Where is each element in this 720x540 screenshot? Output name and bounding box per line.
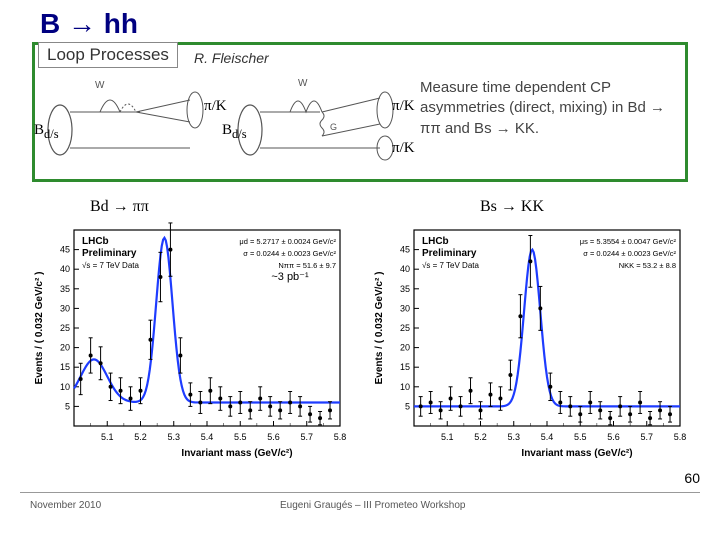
svg-text:~3 pb⁻¹: ~3 pb⁻¹ [271, 271, 309, 283]
svg-text:35: 35 [400, 284, 410, 294]
svg-text:σ = 0.0244 ± 0.0023 GeV/c²: σ = 0.0244 ± 0.0023 GeV/c² [243, 249, 336, 258]
feyn-pik1: π/K [204, 98, 227, 115]
svg-text:√s = 7 TeV Data: √s = 7 TeV Data [82, 261, 139, 270]
svg-text:G: G [330, 122, 337, 132]
svg-text:Invariant mass (GeV/c²): Invariant mass (GeV/c²) [181, 448, 292, 459]
svg-text:Nππ = 51.6 ± 9.7: Nππ = 51.6 ± 9.7 [278, 261, 336, 270]
svg-text:√s = 7 TeV Data: √s = 7 TeV Data [422, 261, 479, 270]
feynman-diagrams: W W G Bd/s π/K Bd/s π/K π/K [40, 70, 410, 175]
svg-text:W: W [298, 78, 308, 89]
svg-text:5.2: 5.2 [134, 432, 147, 442]
slide-title: B → hh [40, 8, 138, 40]
chart-right: 5.1 5.2 5.3 5.4 5.5 5.6 5.7 5.8 5 10 15 20 25 30 35 40 4… [370, 220, 690, 460]
svg-text:5.7: 5.7 [300, 432, 313, 442]
svg-text:40: 40 [60, 264, 70, 274]
svg-text:15: 15 [60, 362, 70, 372]
svg-text:5.2: 5.2 [474, 432, 487, 442]
feyn-pik2b: π/K [392, 140, 415, 157]
svg-text:10: 10 [400, 382, 410, 392]
svg-text:5.4: 5.4 [201, 432, 214, 442]
svg-text:45: 45 [400, 245, 410, 255]
svg-text:5.8: 5.8 [334, 432, 347, 442]
chart-right-title: Bs → KK [480, 198, 544, 216]
chart-left-title: Bd → ππ [90, 198, 149, 216]
svg-text:10: 10 [60, 382, 70, 392]
footer-author: Eugeni Graugés – III Prometeo Workshop [280, 500, 465, 511]
svg-text:15: 15 [400, 362, 410, 372]
svg-text:NKK = 53.2 ± 8.8: NKK = 53.2 ± 8.8 [619, 261, 676, 270]
feyn-pik2a: π/K [392, 98, 415, 115]
measure-description: Measure time dependent CP asymmetries (d… [420, 78, 680, 139]
svg-text:20: 20 [400, 343, 410, 353]
svg-text:Invariant mass (GeV/c²): Invariant mass (GeV/c²) [521, 448, 632, 459]
svg-text:Events / ( 0.032 GeV/c² ): Events / ( 0.032 GeV/c² ) [34, 272, 45, 385]
svg-text:5.3: 5.3 [507, 432, 520, 442]
svg-text:5.5: 5.5 [574, 432, 587, 442]
svg-text:5.6: 5.6 [267, 432, 280, 442]
svg-text:LHCb: LHCb [422, 236, 449, 247]
feyn-bd1: Bd/s [34, 122, 59, 142]
svg-text:35: 35 [60, 284, 70, 294]
svg-text:5.1: 5.1 [441, 432, 454, 442]
svg-text:σ = 0.0244 ± 0.0023 GeV/c²: σ = 0.0244 ± 0.0023 GeV/c² [583, 249, 676, 258]
svg-text:25: 25 [60, 323, 70, 333]
svg-text:40: 40 [400, 264, 410, 274]
svg-text:25: 25 [400, 323, 410, 333]
footer-divider [20, 492, 700, 493]
svg-text:5.1: 5.1 [101, 432, 114, 442]
svg-text:5.7: 5.7 [640, 432, 653, 442]
svg-text:Events / ( 0.032 GeV/c² ): Events / ( 0.032 GeV/c² ) [374, 272, 385, 385]
svg-text:5.4: 5.4 [541, 432, 554, 442]
page-number: 60 [684, 470, 700, 486]
svg-text:30: 30 [400, 303, 410, 313]
svg-text:20: 20 [60, 343, 70, 353]
svg-text:30: 30 [60, 303, 70, 313]
svg-text:45: 45 [60, 245, 70, 255]
svg-text:LHCb: LHCb [82, 236, 109, 247]
svg-text:W: W [95, 80, 105, 91]
feyn-bd2: Bd/s [222, 122, 247, 142]
svg-text:5.3: 5.3 [167, 432, 180, 442]
svg-text:5.8: 5.8 [674, 432, 687, 442]
chart-left: 5.1 5.2 5.3 5.4 5.5 5.6 5.7 5.8 5 10 15 20 25 30 35 40 4… [30, 220, 350, 460]
svg-text:Preliminary: Preliminary [422, 248, 477, 259]
svg-text:μd = 5.2717 ± 0.0024 GeV/c²: μd = 5.2717 ± 0.0024 GeV/c² [239, 237, 336, 246]
svg-text:5: 5 [65, 401, 70, 411]
svg-text:5.6: 5.6 [607, 432, 620, 442]
footer-date: November 2010 [30, 500, 101, 511]
loop-processes-label: Loop Processes [38, 42, 178, 68]
svg-text:5: 5 [405, 401, 410, 411]
svg-text:μs = 5.3554 ± 0.0047 GeV/c²: μs = 5.3554 ± 0.0047 GeV/c² [580, 237, 677, 246]
svg-text:Preliminary: Preliminary [82, 248, 137, 259]
reference-label: R. Fleischer [190, 50, 273, 66]
svg-text:5.5: 5.5 [234, 432, 247, 442]
